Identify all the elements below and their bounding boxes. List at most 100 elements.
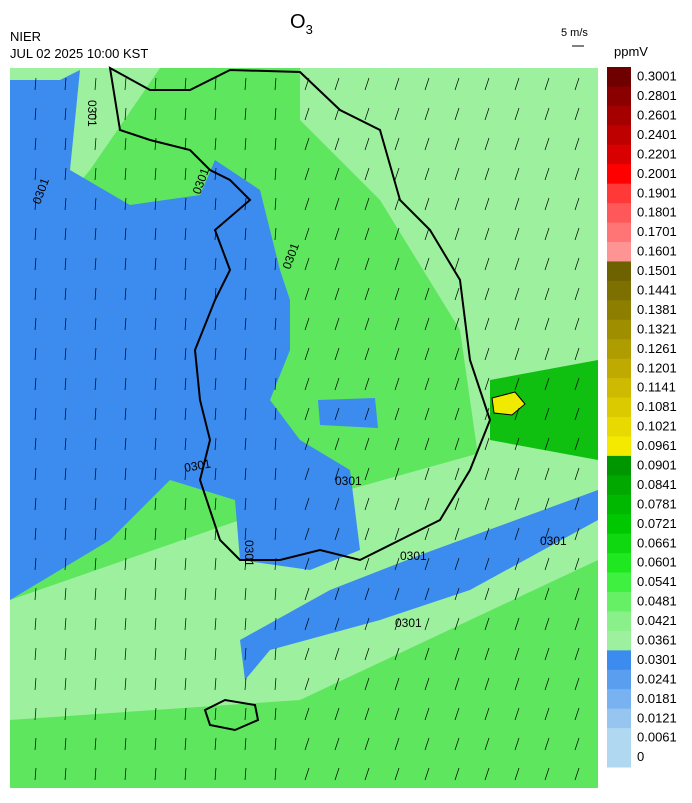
wind-arrow — [274, 767, 277, 781]
contour-label: 0301 — [400, 549, 427, 563]
wind-arrow — [34, 257, 37, 271]
wind-arrow — [334, 287, 340, 301]
wind-arrow — [214, 707, 217, 721]
wind-arrow — [274, 467, 277, 481]
wind-arrow — [514, 77, 520, 91]
colorbar-swatch — [607, 533, 631, 554]
wind-arrow — [454, 137, 460, 151]
wind-arrow — [334, 107, 340, 121]
wind-arrow — [364, 617, 370, 631]
wind-arrow — [64, 527, 67, 541]
wind-arrow — [64, 497, 67, 511]
wind-arrow — [154, 137, 157, 151]
wind-arrow — [394, 287, 400, 301]
wind-arrow — [574, 527, 580, 541]
wind-arrow — [484, 617, 490, 631]
wind-arrow — [124, 167, 127, 181]
wind-arrow — [274, 227, 277, 241]
wind-arrow — [184, 497, 187, 511]
wind-arrow — [484, 647, 490, 661]
wind-arrow — [334, 467, 340, 481]
wind-arrow — [364, 257, 370, 271]
wind-arrow — [124, 107, 127, 121]
colorbar-label: 0.0781 — [637, 496, 677, 511]
colorbar-label: 0.0121 — [637, 710, 677, 725]
wind-arrow — [514, 617, 520, 631]
wind-arrow — [304, 767, 310, 781]
wind-arrow — [364, 437, 370, 451]
wind-arrow — [574, 167, 580, 181]
wind-arrow — [94, 227, 97, 241]
wind-arrow — [244, 557, 247, 571]
wind-arrow — [394, 647, 400, 661]
wind-arrow — [304, 407, 310, 421]
wind-arrow — [124, 137, 127, 151]
wind-arrow — [214, 767, 217, 781]
wind-arrow — [364, 587, 370, 601]
wind-arrow — [154, 677, 157, 691]
wind-arrow — [454, 317, 460, 331]
wind-arrow — [274, 647, 277, 661]
wind-arrow — [424, 77, 430, 91]
wind-arrow — [304, 467, 310, 481]
wind-arrow — [154, 227, 157, 241]
wind-arrow — [484, 407, 490, 421]
wind-arrow — [64, 227, 67, 241]
wind-arrow — [34, 647, 37, 661]
unit: ppmV — [614, 44, 648, 59]
colorbar-swatch — [607, 572, 631, 593]
wind-arrow — [334, 167, 340, 181]
wind-arrow — [244, 737, 247, 751]
wind-arrow — [454, 617, 460, 631]
wind-arrow — [124, 257, 127, 271]
wind-arrow — [244, 677, 247, 691]
wind-arrow — [244, 347, 247, 361]
wind-arrow — [214, 77, 217, 91]
wind-arrow — [244, 257, 247, 271]
wind-arrow — [154, 167, 157, 181]
wind-arrow — [454, 677, 460, 691]
wind-arrow — [154, 557, 157, 571]
wind-arrow — [364, 527, 370, 541]
wind-arrow — [454, 527, 460, 541]
wind-arrow — [34, 197, 37, 211]
title-text: O — [290, 11, 306, 33]
wind-arrow — [214, 617, 217, 631]
wind-arrow — [94, 287, 97, 301]
wind-arrow — [334, 197, 340, 211]
wind-arrow — [94, 647, 97, 661]
wind-arrow — [124, 587, 127, 601]
wind-arrow — [304, 257, 310, 271]
wind-arrow — [34, 107, 37, 121]
colorbar-label: 0.0721 — [637, 516, 677, 531]
wind-arrow — [154, 647, 157, 661]
wind-arrow — [64, 167, 67, 181]
wind-arrow — [454, 557, 460, 571]
wind-arrow — [394, 437, 400, 451]
wind-arrow — [454, 347, 460, 361]
wind-arrow — [334, 737, 340, 751]
wind-arrow — [484, 317, 490, 331]
wind-arrow — [484, 107, 490, 121]
wind-arrow — [394, 587, 400, 601]
wind-arrow — [64, 707, 67, 721]
wind-arrow — [274, 347, 277, 361]
wind-arrow — [274, 377, 277, 391]
colorbar-swatch — [607, 747, 631, 768]
contour-label: 0301 — [183, 456, 212, 474]
wind-arrow — [64, 647, 67, 661]
wind-arrow — [94, 257, 97, 271]
colorbar-swatch — [607, 514, 631, 535]
wind-arrow — [514, 587, 520, 601]
wind-arrow — [394, 257, 400, 271]
wind-arrow — [124, 197, 127, 211]
wind-arrow — [64, 467, 67, 481]
wind-arrow — [424, 467, 430, 481]
wind-arrow — [94, 197, 97, 211]
colorbar-label: 0.0061 — [637, 730, 677, 745]
wind-arrow — [364, 467, 370, 481]
wind-arrow — [34, 677, 37, 691]
wind-arrow — [154, 617, 157, 631]
wind-arrow — [364, 287, 370, 301]
